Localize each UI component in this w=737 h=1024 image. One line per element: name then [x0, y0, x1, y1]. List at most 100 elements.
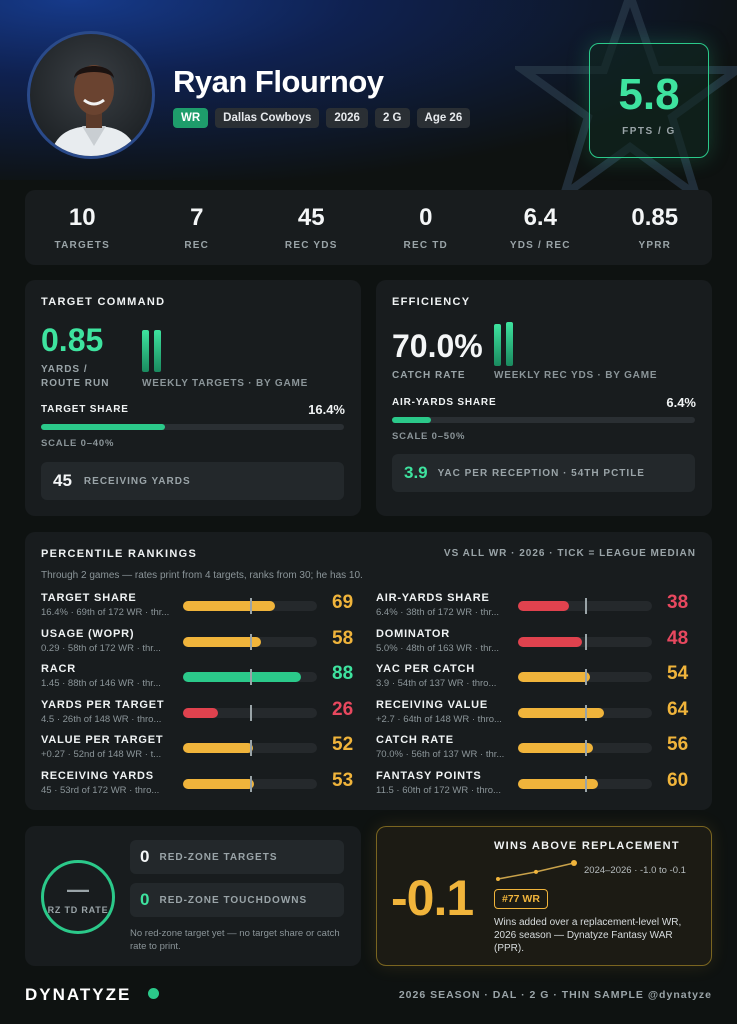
percentile-metric-detail: +0.27 · 52nd of 148 WR · t... [41, 749, 162, 760]
weekly-rec-yds-chart [494, 322, 513, 366]
dynatyze-logo: DYNATYZE [25, 985, 132, 1004]
league-median-tick [585, 633, 587, 650]
percentile-metric-name: YAC PER CATCH [376, 663, 476, 675]
yac-value: 3.9 [404, 463, 428, 482]
redzone-panel: — RZ TD RATE 0 RED-ZONE TARGETS 0 RED-ZO… [25, 826, 361, 966]
percentile-bar-fill [183, 601, 276, 611]
percentile-metric-name: AIR-YARDS SHARE [376, 592, 490, 604]
position-tag: WR [173, 108, 209, 128]
percentile-metric-name: YARDS PER TARGET [41, 698, 165, 711]
percentile-bar-fill [183, 672, 301, 682]
war-description: Wins added over a replacement-level WR, … [494, 917, 682, 954]
efficiency-title: EFFICIENCY [392, 296, 471, 308]
percentile-value: 53 [332, 769, 354, 791]
percentile-row: USAGE (WOPR) 0.29 · 58th of 172 WR · thr.… [41, 628, 371, 662]
air-yards-share-fill [392, 417, 431, 423]
weekly-bar-2 [154, 330, 161, 372]
war-title: WINS ABOVE REPLACEMENT [494, 840, 680, 852]
catch-rate-value: 70.0% [392, 328, 483, 364]
percentile-bar-track [518, 669, 652, 685]
percentile-metric-detail: +2.7 · 64th of 148 WR · thro... [376, 713, 502, 725]
percentile-subtitle: VS ALL WR · 2026 · TICK = LEAGUE MEDIAN [443, 548, 696, 559]
rz-td-rate-ring: — RZ TD RATE [41, 860, 115, 934]
stat-value: 10 [68, 204, 96, 231]
percentile-bar-fill [183, 743, 253, 753]
percentile-bar-track [518, 598, 652, 614]
percentile-bar-track [518, 740, 652, 756]
percentile-bar-track [183, 669, 317, 685]
league-median-tick [250, 633, 252, 650]
percentile-metric-detail: 70.0% · 56th of 137 WR · thr... [376, 749, 505, 760]
target-share-fill [41, 424, 166, 430]
percentile-metric-name: USAGE (WOPR) [41, 627, 135, 640]
war-value: -0.1 [391, 870, 474, 926]
weekly-bar-1 [142, 330, 149, 372]
receiving-yards-label: RECEIVING YARDS [83, 475, 191, 487]
stat-label: REC TD [403, 240, 448, 251]
stat-rec-yds: 45 REC YDS [261, 204, 361, 251]
stat-value: 6.4 [523, 204, 557, 231]
yprr-label-1: YARDS / [41, 364, 88, 375]
player-photo-icon [50, 65, 138, 156]
percentile-bar-fill [183, 636, 261, 647]
percentile-bar-fill [518, 601, 569, 611]
weekly-rec-yds-label: WEEKLY REC YDS · BY GAME [494, 370, 658, 381]
stat-rec-td: 0 REC TD [376, 204, 476, 251]
percentile-value: 64 [667, 698, 689, 720]
percentile-row: VALUE PER TARGET +0.27 · 52nd of 148 WR ·… [41, 734, 371, 768]
percentile-bar-fill [518, 672, 591, 682]
player-tags: WR Dallas Cowboys 2026 2 G Age 26 [173, 108, 471, 128]
stat-value: 0 [419, 204, 433, 231]
percentile-bar-track [518, 775, 652, 792]
percentile-value: 69 [332, 592, 354, 613]
air-yards-share-scale: SCALE 0–50% [392, 431, 466, 442]
percentile-metric-name: DOMINATOR [376, 627, 451, 640]
percentile-bar-fill [518, 743, 594, 753]
percentile-rankings-panel: PERCENTILE RANKINGS VS ALL WR · 2026 · T… [25, 532, 712, 810]
stat-label: TARGETS [54, 240, 110, 251]
logo-dot-icon [148, 988, 159, 999]
percentile-value: 88 [332, 663, 354, 684]
percentile-value: 56 [667, 734, 689, 755]
percentile-value: 54 [667, 663, 689, 684]
rz-targets-value: 0 [140, 847, 150, 866]
war-trend-label: 2024–2026 · -1.0 to -0.1 [584, 865, 686, 876]
league-median-tick [250, 740, 252, 756]
percentile-bar-track [183, 775, 317, 792]
redzone-note: No red-zone target yet — no target share… [130, 928, 340, 952]
percentile-metric-detail: 6.4% · 38th of 172 WR · thr... [376, 607, 500, 618]
rz-targets-label: RED-ZONE TARGETS [159, 851, 278, 863]
percentile-row: AIR-YARDS SHARE 6.4% · 38th of 172 WR · t… [376, 592, 706, 626]
league-median-tick [250, 669, 252, 685]
percentile-metric-name: TARGET SHARE [41, 592, 137, 604]
target-share-track [41, 424, 344, 430]
footer-meta: 2026 SEASON · DAL · 2 G · THIN SAMPLE @d… [398, 989, 712, 1001]
percentile-row: DOMINATOR 5.0% · 48th of 163 WR · thr... 4… [376, 628, 706, 662]
stat-yds-per-rec: 6.4 YDS / REC [490, 204, 590, 251]
stat-label: REC YDS [284, 240, 338, 251]
percentile-row: RECEIVING VALUE +2.7 · 64th of 148 WR · t… [376, 699, 706, 733]
percentile-bar-track [518, 704, 652, 721]
rz-tds-value: 0 [140, 890, 150, 909]
yac-chip: 3.9 YAC PER RECEPTION · 54TH PCTILE [392, 454, 695, 492]
air-yards-share-value: 6.4% [666, 395, 696, 410]
weekly-targets-chart [142, 330, 161, 372]
percentile-value: 26 [332, 698, 354, 720]
receiving-yards-value: 45 [53, 471, 72, 490]
target-share-scale: SCALE 0–40% [41, 438, 115, 449]
percentile-metric-detail: 5.0% · 48th of 163 WR · thr... [376, 642, 500, 654]
stat-yprr: 0.85 YPRR [605, 204, 705, 251]
weekly-bar-1 [494, 324, 501, 366]
age-tag: Age 26 [416, 108, 471, 128]
season-tag: 2026 [326, 108, 368, 128]
percentile-metric-detail: 3.9 · 54th of 137 WR · thro... [376, 678, 497, 689]
percentile-metric-detail: 4.5 · 26th of 148 WR · thro... [41, 713, 162, 725]
percentile-metric-name: RECEIVING YARDS [41, 769, 154, 782]
percentile-row: RACR 1.45 · 88th of 146 WR · thr... 88 [41, 663, 371, 697]
percentile-metric-name: CATCH RATE [376, 734, 454, 746]
war-trend-point [496, 877, 500, 881]
percentile-row: RECEIVING YARDS 45 · 53rd of 172 WR · thr… [41, 770, 371, 804]
stat-label: YPRR [638, 240, 672, 251]
percentile-bar-fill [183, 707, 218, 718]
war-trend-point [534, 869, 538, 874]
